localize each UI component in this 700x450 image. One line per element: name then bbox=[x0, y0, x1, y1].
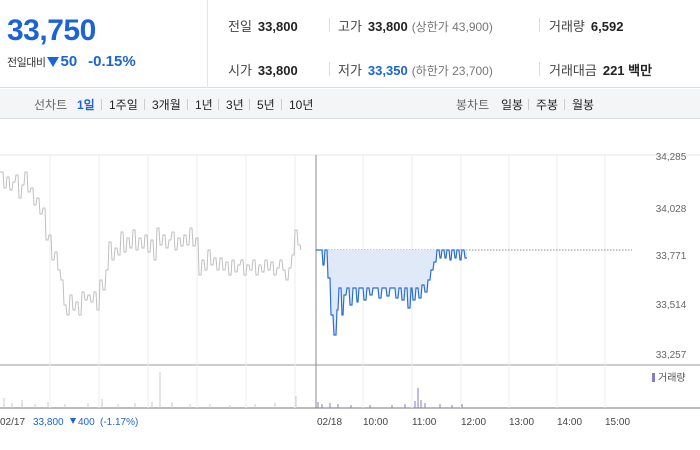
chart-period-bar: 선차트 1일 1주일 3개월 1년 3년 5년 10년 봉차트 일봉 주봉 월봉 bbox=[0, 89, 700, 119]
divider bbox=[249, 99, 250, 110]
tab-daily-candle[interactable]: 일봉 bbox=[501, 98, 524, 112]
change-percent: -0.15% bbox=[88, 53, 136, 70]
tab-1y[interactable]: 1년 bbox=[195, 98, 213, 112]
divider bbox=[539, 62, 540, 76]
down-triangle-icon bbox=[47, 56, 60, 67]
y-tick-label: 34,028 bbox=[656, 204, 687, 215]
down-triangle-icon bbox=[70, 418, 76, 424]
stat-open: 시가 33,800 bbox=[228, 63, 298, 78]
y-tick-label: 33,514 bbox=[656, 300, 687, 311]
change-label: 전일대비 bbox=[7, 56, 46, 69]
today-area-fill bbox=[316, 250, 467, 335]
stat-trade-amount: 거래대금 221 백만 bbox=[549, 63, 653, 78]
price-chart-svg: 34,285 34,028 33,771 33,514 33,257 거래량 bbox=[0, 152, 700, 428]
stat-low: 저가 33,350 (하한가 23,700) bbox=[338, 63, 493, 78]
line-chart-label: 선차트 bbox=[34, 98, 68, 112]
divider bbox=[187, 99, 188, 110]
current-price: 33,750 bbox=[7, 14, 96, 47]
price-chart[interactable]: 34,285 34,028 33,771 33,514 33,257 거래량 bbox=[0, 120, 700, 450]
tab-1w[interactable]: 1주일 bbox=[109, 98, 138, 112]
divider bbox=[329, 18, 330, 32]
divider bbox=[329, 62, 330, 76]
prev-day-date: 02/17 bbox=[0, 417, 25, 428]
divider bbox=[144, 99, 145, 110]
x-tick-label: 02/18 bbox=[317, 417, 342, 428]
y-tick-label: 34,285 bbox=[656, 152, 687, 163]
y-tick-label: 33,257 bbox=[656, 350, 687, 361]
stock-summary: 33,750 전일대비 50 -0.15% 전일 33,800 고가 33,800(… bbox=[0, 0, 700, 88]
x-tick-label: 11:00 bbox=[412, 417, 437, 428]
x-tick-label: 14:00 bbox=[557, 417, 582, 428]
tab-10y[interactable]: 10년 bbox=[289, 98, 314, 112]
x-tick-label: 13:00 bbox=[509, 417, 534, 428]
divider bbox=[528, 99, 529, 110]
divider bbox=[218, 99, 219, 110]
volume-legend-swatch bbox=[652, 373, 655, 382]
x-tick-label: 12:00 bbox=[461, 417, 486, 428]
today-price-line bbox=[316, 249, 467, 336]
divider bbox=[564, 99, 565, 110]
stat-prev-close: 전일 33,800 bbox=[228, 19, 298, 34]
x-tick-label: 10:00 bbox=[363, 417, 388, 428]
tab-5y[interactable]: 5년 bbox=[257, 98, 275, 112]
tab-1d[interactable]: 1일 bbox=[77, 98, 95, 112]
stat-volume: 거래량 6,592 bbox=[549, 19, 624, 34]
tab-3m[interactable]: 3개월 bbox=[152, 98, 181, 112]
y-tick-label: 33,771 bbox=[656, 251, 687, 262]
prev-day-close: 33,800 bbox=[33, 417, 64, 428]
candle-chart-label: 봉차트 bbox=[456, 98, 490, 112]
price-box: 33,750 전일대비 50 -0.15% bbox=[0, 0, 208, 88]
prev-day-change-pct: (-1.17%) bbox=[100, 417, 138, 428]
prev-day-price-line bbox=[0, 171, 302, 316]
prev-day-change: 400 bbox=[78, 417, 95, 428]
stat-high: 고가 33,800 (상한가 43,900) bbox=[338, 19, 493, 34]
change-value: 50 bbox=[60, 53, 78, 70]
today-volume-bars bbox=[317, 388, 463, 408]
change-row: 전일대비 50 -0.15% bbox=[7, 53, 136, 70]
time-gridlines bbox=[49, 155, 606, 408]
divider bbox=[101, 99, 102, 110]
tab-monthly-candle[interactable]: 월봉 bbox=[572, 98, 595, 112]
tab-3y[interactable]: 3년 bbox=[226, 98, 244, 112]
prev-day-volume-bars bbox=[3, 372, 297, 408]
tab-weekly-candle[interactable]: 주봉 bbox=[536, 98, 559, 112]
divider bbox=[281, 99, 282, 110]
divider bbox=[539, 18, 540, 32]
volume-legend-label: 거래량 bbox=[658, 372, 686, 384]
x-tick-label: 15:00 bbox=[605, 417, 630, 428]
